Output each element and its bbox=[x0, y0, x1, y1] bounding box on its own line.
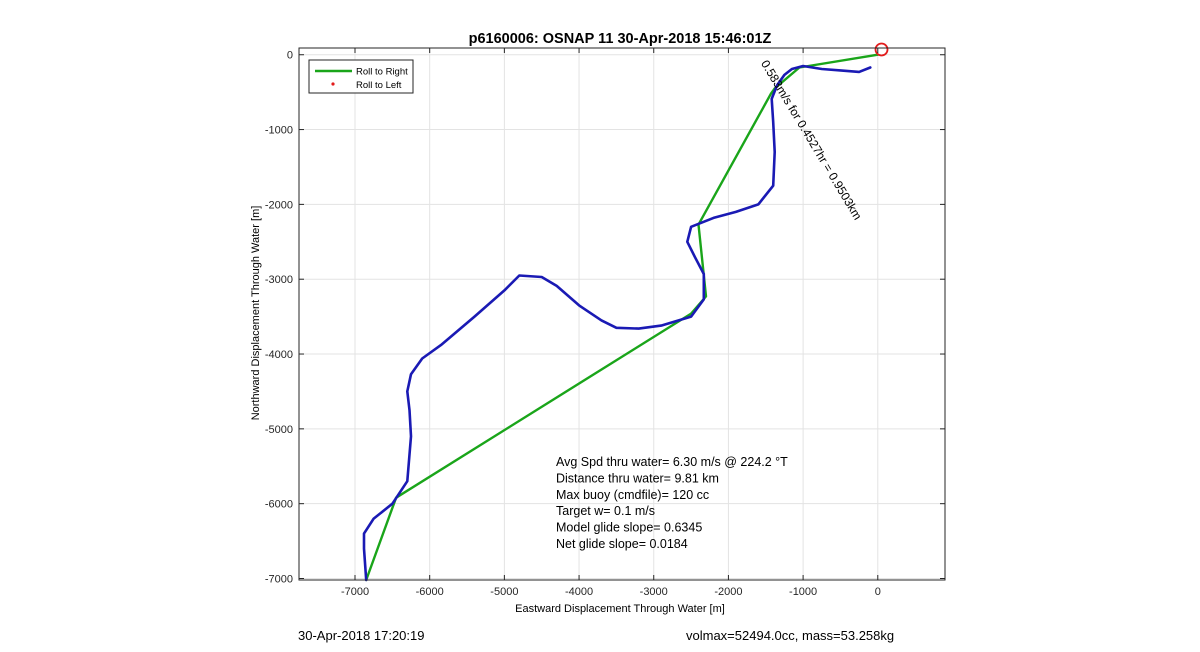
annotation-line: Target w= 0.1 m/s bbox=[556, 504, 655, 518]
stats-annotation: Avg Spd thru water= 6.30 m/s @ 224.2 °T D… bbox=[556, 455, 788, 551]
y-tick-label: -5000 bbox=[265, 424, 293, 436]
y-tick-label: -1000 bbox=[265, 125, 293, 137]
legend-label-roll-left: Roll to Left bbox=[356, 80, 402, 91]
chart-title: p6160006: OSNAP 11 30-Apr-2018 15:46:01Z bbox=[469, 31, 772, 47]
footer-timestamp: 30-Apr-2018 17:20:19 bbox=[298, 628, 425, 643]
y-tick-label: 0 bbox=[287, 50, 293, 62]
end-marker-circle bbox=[874, 42, 889, 57]
series-track-line bbox=[362, 64, 872, 582]
y-tick-label: -2000 bbox=[265, 199, 293, 211]
x-tick-label: -5000 bbox=[490, 586, 518, 598]
x-tick-label: -2000 bbox=[714, 586, 742, 598]
annotation-line: Distance thru water= 9.81 km bbox=[556, 471, 719, 485]
y-tick-label: -4000 bbox=[265, 349, 293, 361]
x-tick-label: -1000 bbox=[789, 586, 817, 598]
legend: Roll to Right Roll to Left bbox=[308, 59, 414, 94]
x-tick-label: -7000 bbox=[341, 586, 369, 598]
y-tick-label: -7000 bbox=[265, 574, 293, 586]
legend-swatch-roll-left bbox=[331, 82, 335, 86]
series-layer bbox=[362, 53, 879, 582]
y-tick-label: -6000 bbox=[265, 499, 293, 511]
axis-ticks: -7000 -6000 -5000 -4000 -3000 -2000 -1000 0 0 -10… bbox=[265, 48, 945, 598]
annotation-line: Avg Spd thru water= 6.30 m/s @ 224.2 °T bbox=[556, 455, 788, 469]
footer-volmax-mass: volmax=52494.0cc, mass=53.258kg bbox=[686, 628, 895, 643]
legend-box bbox=[308, 59, 414, 94]
legend-label-roll-right: Roll to Right bbox=[356, 67, 408, 78]
x-axis-label: Eastward Displacement Through Water [m] bbox=[515, 603, 725, 615]
x-tick-label: 0 bbox=[875, 586, 881, 598]
x-tick-label: -3000 bbox=[640, 586, 668, 598]
y-tick-label: -3000 bbox=[265, 274, 293, 286]
annotation-line: Net glide slope= 0.0184 bbox=[556, 537, 688, 551]
grid-lines bbox=[299, 48, 945, 580]
x-tick-label: -4000 bbox=[565, 586, 593, 598]
x-tick-label: -6000 bbox=[416, 586, 444, 598]
annotation-line: Model glide slope= 0.6345 bbox=[556, 521, 702, 535]
annotation-line: Max buoy (cmdfile)= 120 cc bbox=[556, 488, 709, 502]
plot-area-border bbox=[298, 47, 946, 581]
marker-layer bbox=[874, 42, 889, 57]
y-axis-label: Northward Displacement Through Water [m] bbox=[250, 206, 262, 421]
